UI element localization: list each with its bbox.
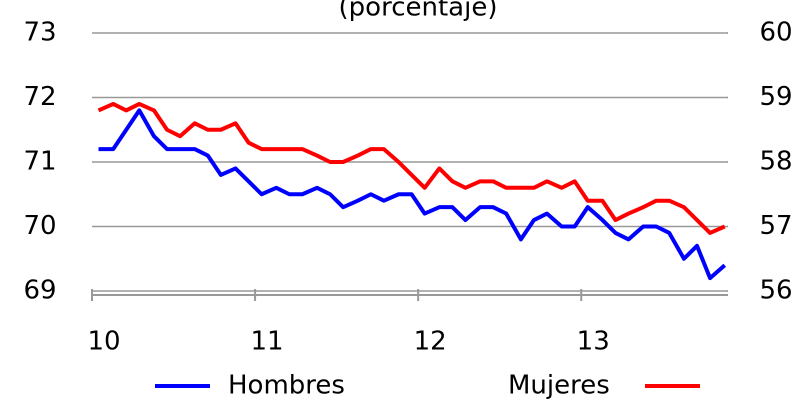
y-tick-label: 72 (23, 82, 56, 112)
y-tick-label: 70 (23, 211, 56, 241)
legend-label: Mujeres (508, 371, 610, 401)
line-series (97, 101, 726, 235)
x-tick-label: 11 (251, 327, 284, 357)
y-tick-label: 73 (23, 18, 56, 48)
y-tick-label: 71 (23, 147, 56, 177)
y2-tick-label: 56 (759, 276, 792, 306)
y2-tick-label: 60 (759, 18, 792, 48)
y2-tick-label: 57 (759, 211, 792, 241)
y-tick-label: 69 (23, 276, 56, 306)
y2-tick-label: 59 (759, 82, 792, 112)
legend-label: Hombres (228, 371, 345, 401)
x-tick-label: 13 (577, 327, 610, 357)
chart-subtitle: (porcentaje) (339, 0, 498, 23)
x-tick-label: 10 (87, 327, 120, 357)
line-series (98, 108, 727, 281)
y2-tick-label: 58 (759, 147, 792, 177)
x-tick-label: 12 (414, 327, 447, 357)
